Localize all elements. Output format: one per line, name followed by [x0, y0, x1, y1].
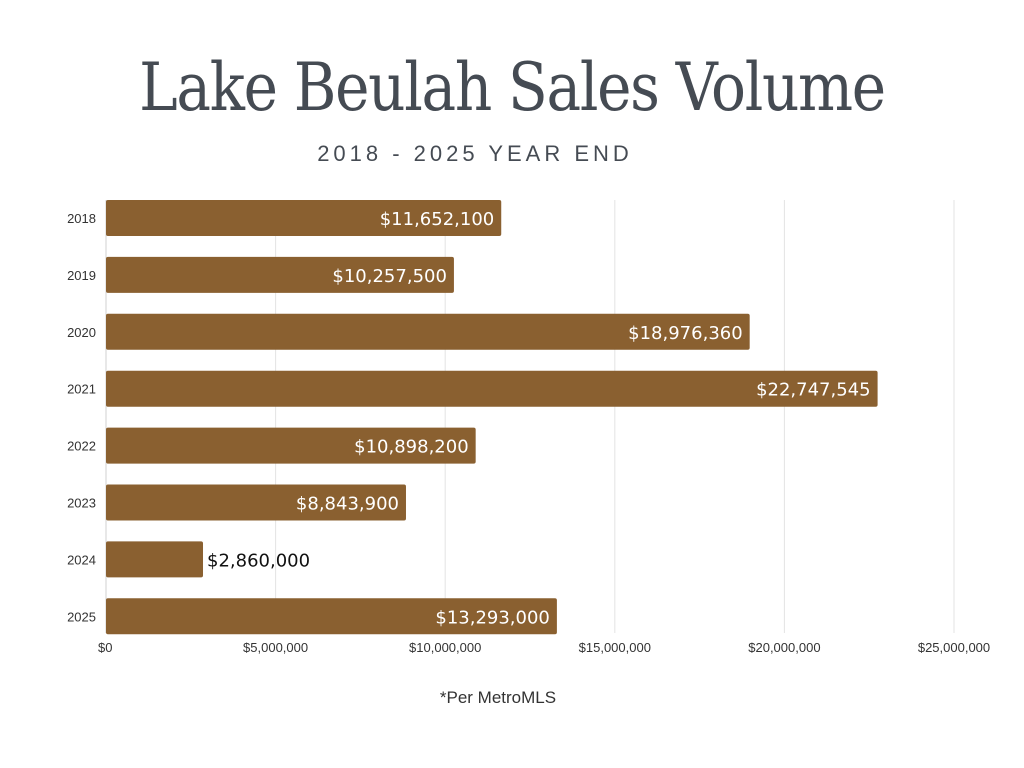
- bar-2022: [106, 427, 476, 464]
- x-tick-label: $25,000,000: [918, 640, 990, 655]
- y-tick-label: 2018: [67, 211, 96, 226]
- bar-2020: [106, 313, 750, 350]
- bar-2024: [106, 541, 204, 578]
- chart-title: Lake Beulah Sales Volume: [139, 49, 886, 126]
- bar-value-label: $10,898,200: [354, 437, 469, 458]
- y-tick-label: 2024: [67, 552, 96, 567]
- y-tick-label: 2022: [67, 439, 96, 454]
- bar-value-label: $10,257,500: [332, 266, 447, 287]
- x-tick-label: $5,000,000: [243, 640, 308, 655]
- bar-value-label: $8,843,900: [296, 494, 399, 515]
- bar-value-labels: $11,652,100 $10,257,500 $18,976,360 $22,747…: [207, 209, 871, 628]
- bars: [106, 200, 878, 635]
- x-tick-label: $0: [98, 640, 112, 655]
- source-footnote: *Per MetroMLS: [439, 688, 557, 707]
- bar-value-label: $11,652,100: [380, 209, 495, 230]
- bar-value-label: $22,747,545: [756, 380, 871, 401]
- bar-2021: [106, 370, 878, 407]
- y-tick-label: 2023: [67, 496, 96, 511]
- y-axis-tick-labels: 2018 2019 2020 2021 2022 2023 2024 2025: [67, 211, 96, 624]
- y-tick-label: 2019: [67, 268, 96, 283]
- y-tick-label: 2025: [67, 609, 96, 624]
- y-tick-label: 2021: [67, 382, 96, 397]
- x-axis-tick-labels: $0 $5,000,000 $10,000,000 $15,000,000 $20,00…: [98, 640, 990, 655]
- bar-2025: [106, 598, 557, 635]
- bar-value-label: $2,860,000: [207, 550, 310, 571]
- chart-subtitle: 2018 - 2025 YEAR END: [317, 141, 633, 166]
- x-tick-label: $15,000,000: [579, 640, 651, 655]
- y-tick-label: 2020: [67, 325, 96, 340]
- bar-2023: [106, 484, 406, 521]
- bar-value-label: $13,293,000: [435, 607, 550, 628]
- x-tick-label: $20,000,000: [748, 640, 820, 655]
- x-tick-label: $10,000,000: [409, 640, 481, 655]
- bar-2019: [106, 256, 454, 293]
- bar-2018: [106, 200, 502, 236]
- bar-value-label: $18,976,360: [628, 323, 743, 344]
